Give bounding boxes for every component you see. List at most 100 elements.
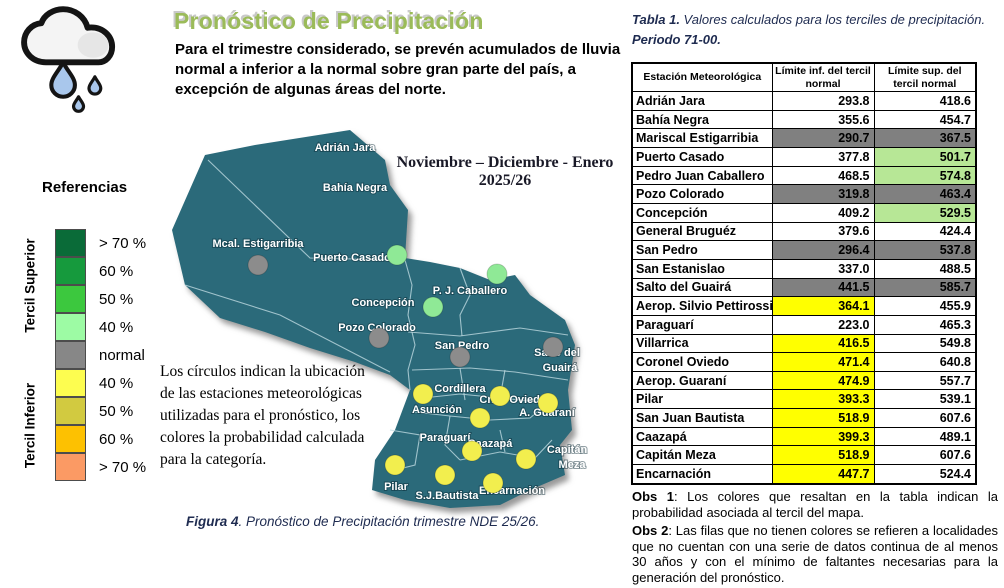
table-row: Pilar 393.3 539.1: [631, 389, 977, 410]
cell-limite-sup: 465.3: [873, 314, 977, 335]
legend-color-scale: > 70 % 60 % 50 % 40 % normal 40 % 50 % 60 % > 70…: [55, 228, 147, 481]
table-row: Pozo Colorado 319.8 463.4: [631, 184, 977, 205]
cloud-shade: [77, 32, 109, 58]
map-station-label: P. J. Caballero: [433, 285, 508, 297]
cell-limite-sup: 607.6: [873, 408, 977, 428]
map-station-label: Mcal. Estigarribia: [212, 238, 304, 250]
cell-limite-inf: 518.9: [771, 408, 875, 428]
legend-item: 60 %: [55, 424, 146, 453]
raindrop-small: [87, 75, 103, 96]
legend-item: > 70 %: [55, 228, 147, 257]
table-row: Capitán Meza 518.9 607.6: [631, 445, 977, 465]
station-circle-capitán-meza: [515, 448, 537, 470]
legend-group-tercil-superior: Tercil Superior: [22, 238, 38, 333]
cell-limite-inf: 441.5: [771, 277, 875, 298]
map-station-label: Asunción: [412, 404, 462, 416]
table-period: Periodo 71-00.: [632, 31, 721, 47]
station-circle-cnel-oviedo: [489, 385, 511, 407]
cell-station-name: Caazapá: [631, 426, 773, 447]
table-row: San Juan Bautista 518.9 607.6: [631, 408, 977, 428]
page-subtitle: Para el trimestre considerado, se prevén…: [175, 41, 621, 98]
cell-station-name: Bahía Negra: [631, 109, 773, 130]
cell-station-name: Villarrica: [631, 333, 773, 354]
table-row: San Pedro 296.4 537.8: [631, 240, 977, 260]
station-circle-salto-del-guairá: [542, 336, 564, 358]
table-title-label: Tabla 1.: [632, 12, 680, 27]
period-line-1: Noviembre – Diciembre - Enero: [397, 154, 614, 171]
table-row: Paraguarí 223.0 465.3: [631, 314, 977, 335]
legend-label: > 70 %: [99, 458, 147, 476]
cell-station-name: Aerop. Guaraní: [631, 370, 773, 391]
cell-limite-sup: 454.7: [873, 109, 977, 130]
col-header-limite-inf: Límite inf. del tercil normal: [771, 62, 875, 93]
station-circle-p-j-caballero: [486, 263, 508, 285]
table-row: Aerop. Silvio Pettirossi 364.1 455.9: [631, 296, 977, 316]
table-row: Villarrica 416.5 549.8: [631, 333, 977, 354]
station-circle-villarrica: [469, 407, 491, 429]
map-station-label: A. Guaraní: [519, 407, 576, 419]
cell-station-name: Encarnación: [631, 464, 773, 485]
table-row: Adrián Jara 293.8 418.6: [631, 91, 977, 111]
map-station-label: S.J.Bautista: [416, 490, 480, 502]
legend-group-tercil-inferior: Tercil Inferior: [22, 382, 38, 469]
map-station-label: Adrián Jara: [315, 142, 376, 154]
figure-caption-text: . Pronóstico de Precipitación trimestre …: [238, 514, 540, 529]
figure-caption: Figura 4. Pronóstico de Precipitación tr…: [186, 514, 539, 529]
legend-swatch: [55, 452, 86, 481]
cell-station-name: Capitán Meza: [631, 445, 773, 465]
cell-station-name: Salto del Guairá: [631, 277, 773, 298]
legend-label: normal: [99, 346, 145, 364]
legend-label: > 70 %: [99, 234, 147, 252]
cell-limite-sup: 488.5: [873, 258, 977, 279]
cell-station-name: San Juan Bautista: [631, 408, 773, 428]
cell-limite-inf: 319.8: [771, 184, 875, 205]
station-circle-pozo-colorado: [368, 327, 390, 349]
map-note: Los círculos indican la ubicación de las…: [160, 363, 365, 468]
station-circle-encarnación: [482, 472, 504, 494]
cell-limite-inf: 471.4: [771, 352, 875, 372]
cell-limite-sup: 539.1: [873, 389, 977, 410]
terciles-table: Estación Meteorológica Límite inf. del t…: [631, 62, 977, 485]
cell-station-name: Adrián Jara: [631, 91, 773, 111]
legend-label: 40 %: [99, 374, 134, 392]
cell-limite-sup: 418.6: [873, 91, 977, 111]
cell-station-name: San Estanislao: [631, 258, 773, 279]
legend-swatch: [55, 284, 86, 313]
table-title-text: Valores calculados para los terciles de …: [679, 12, 986, 27]
cell-station-name: Paraguarí: [631, 314, 773, 335]
cell-limite-sup: 549.8: [873, 333, 977, 354]
table-row: Encarnación 447.7 524.4: [631, 464, 977, 485]
station-circle-puerto-casado: [386, 244, 408, 266]
legend-label: 40 %: [99, 318, 134, 336]
obs-1: Obs 1: Los colores que resaltan en la ta…: [632, 489, 998, 521]
cell-station-name: General Bruguéz: [631, 221, 773, 242]
cell-limite-inf: 474.9: [771, 370, 875, 391]
col-header-station: Estación Meteorológica: [631, 62, 773, 93]
table-header-row: Estación Meteorológica Límite inf. del t…: [631, 62, 977, 93]
legend-swatch: [55, 256, 86, 285]
cell-station-name: Pozo Colorado: [631, 184, 773, 205]
map-station-label: Cordillera: [434, 383, 486, 395]
cell-limite-inf: 293.8: [771, 91, 875, 111]
col-header-limite-sup: Límite sup. del tercil normal: [873, 62, 977, 93]
table-row: Concepción 409.2 529.5: [631, 203, 977, 223]
legend-label: 50 %: [99, 290, 134, 308]
cell-limite-sup: 640.8: [873, 352, 977, 372]
legend-swatch: [55, 424, 86, 453]
obs-2-text: : Las filas que no tienen colores se ref…: [632, 522, 998, 586]
department-borders: [184, 159, 569, 471]
legend-swatch: [55, 340, 86, 369]
map-station-label: Pilar: [384, 481, 409, 493]
cell-limite-inf: 393.3: [771, 389, 875, 410]
obs-2-label: Obs 2: [632, 522, 669, 538]
table-row: Salto del Guairá 441.5 585.7: [631, 277, 977, 298]
cell-station-name: San Pedro: [631, 240, 773, 260]
legend-title: Referencias: [42, 179, 128, 196]
map-station-label: Pozo Colorado: [338, 322, 416, 334]
cell-limite-inf: 468.5: [771, 165, 875, 186]
raindrop-large: [49, 60, 77, 99]
cell-limite-inf: 355.6: [771, 109, 875, 130]
report-page: { "icons": { "header": "rain-cloud-icon"…: [21, 6, 998, 586]
station-circle-mcal-estigarribia: [247, 254, 269, 276]
map-station-label: San Pedro: [435, 340, 490, 352]
